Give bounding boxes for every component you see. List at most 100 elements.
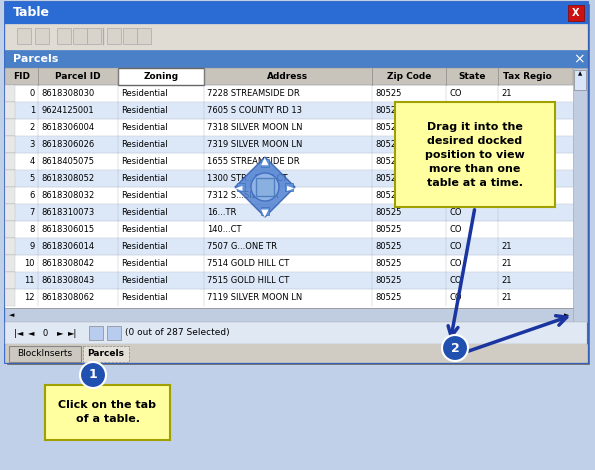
Text: 7605 S COUNTY RD 13: 7605 S COUNTY RD 13: [207, 106, 302, 115]
Bar: [5, 85, 573, 102]
Bar: [5, 136, 573, 153]
Text: 8618308032: 8618308032: [41, 191, 94, 200]
Bar: [5, 187, 573, 204]
Polygon shape: [235, 157, 295, 217]
Text: 7515 GOLD HILL CT: 7515 GOLD HILL CT: [207, 276, 289, 285]
Bar: [5, 255, 15, 272]
Text: 7312 S...SIDE DR: 7312 S...SIDE DR: [207, 191, 278, 200]
Text: ►|: ►|: [68, 329, 78, 337]
Text: Zip Code: Zip Code: [387, 72, 431, 81]
Text: 8618308043: 8618308043: [41, 276, 94, 285]
Bar: [107, 326, 121, 340]
Bar: [89, 326, 103, 340]
Bar: [137, 28, 151, 44]
Bar: [5, 153, 15, 170]
Text: Residential: Residential: [121, 259, 168, 268]
Text: 21: 21: [501, 89, 512, 98]
Text: 2: 2: [450, 342, 459, 354]
Text: 9624125001: 9624125001: [41, 106, 93, 115]
Text: 21: 21: [501, 276, 512, 285]
Bar: [87, 28, 101, 44]
Text: CO: CO: [449, 106, 462, 115]
Bar: [5, 289, 573, 306]
Bar: [5, 136, 15, 153]
Bar: [256, 178, 274, 196]
Text: Address: Address: [267, 72, 309, 81]
Text: 5: 5: [30, 174, 35, 183]
Text: CO: CO: [449, 157, 462, 166]
Text: 0: 0: [30, 89, 35, 98]
Bar: [5, 308, 573, 322]
Text: 80525: 80525: [375, 157, 402, 166]
Text: 80525: 80525: [375, 208, 402, 217]
Text: ×: ×: [573, 52, 585, 66]
Bar: [5, 102, 15, 119]
Text: Residential: Residential: [121, 276, 168, 285]
Text: CO: CO: [449, 174, 462, 183]
Text: 80525: 80525: [375, 140, 402, 149]
Text: 10: 10: [24, 259, 35, 268]
Text: ◄: ◄: [235, 182, 243, 192]
Bar: [73, 28, 87, 44]
Text: Parcels: Parcels: [87, 350, 124, 359]
Text: Zoning: Zoning: [143, 72, 178, 81]
Text: X: X: [572, 8, 580, 18]
Text: 21: 21: [501, 140, 512, 149]
Text: 3: 3: [30, 140, 35, 149]
Text: 1: 1: [89, 368, 98, 382]
Bar: [5, 170, 15, 187]
Text: 8618308052: 8618308052: [41, 174, 94, 183]
Bar: [261, 207, 269, 215]
Bar: [5, 204, 15, 221]
Text: Residential: Residential: [121, 191, 168, 200]
Text: 6: 6: [30, 191, 35, 200]
Text: 80525: 80525: [375, 293, 402, 302]
Text: Residential: Residential: [121, 106, 168, 115]
Bar: [5, 153, 573, 170]
Bar: [568, 5, 584, 21]
Text: ▼: ▼: [261, 208, 269, 218]
Bar: [57, 28, 71, 44]
Bar: [9, 346, 81, 362]
Circle shape: [442, 335, 468, 361]
Bar: [5, 50, 587, 68]
Text: (0 out of 287 Selected): (0 out of 287 Selected): [125, 329, 230, 337]
Text: 7119 SILVER MOON LN: 7119 SILVER MOON LN: [207, 293, 302, 302]
Text: 8618306004: 8618306004: [41, 123, 94, 132]
Text: ▲: ▲: [578, 71, 582, 77]
Text: 7319 SILVER MOON LN: 7319 SILVER MOON LN: [207, 140, 302, 149]
Text: ◄: ◄: [10, 312, 15, 318]
Bar: [5, 2, 587, 24]
Bar: [7, 4, 589, 364]
Bar: [5, 344, 587, 362]
Text: ►: ►: [57, 329, 63, 337]
Bar: [5, 170, 573, 187]
Text: ►: ►: [287, 182, 295, 192]
Text: Residential: Residential: [121, 157, 168, 166]
Text: 4: 4: [30, 157, 35, 166]
Text: 21: 21: [501, 123, 512, 132]
Bar: [573, 68, 587, 322]
Text: CO: CO: [449, 140, 462, 149]
Text: Parcels: Parcels: [13, 54, 58, 64]
Text: Residential: Residential: [121, 89, 168, 98]
Bar: [285, 183, 293, 191]
Text: 8: 8: [30, 225, 35, 234]
Bar: [5, 119, 15, 136]
Text: 80527: 80527: [375, 106, 402, 115]
Text: 21: 21: [501, 293, 512, 302]
Bar: [17, 28, 31, 44]
Text: ▲: ▲: [261, 156, 269, 166]
Text: CO: CO: [449, 242, 462, 251]
Text: BlockInserts: BlockInserts: [17, 350, 73, 359]
Bar: [5, 272, 573, 289]
Text: 80525: 80525: [375, 225, 402, 234]
Text: CO: CO: [449, 123, 462, 132]
Text: 8618308030: 8618308030: [41, 89, 94, 98]
Text: CO: CO: [449, 208, 462, 217]
Text: State: State: [458, 72, 486, 81]
Bar: [5, 68, 573, 85]
Text: 21: 21: [501, 242, 512, 251]
Bar: [574, 70, 586, 90]
Text: 7514 GOLD HILL CT: 7514 GOLD HILL CT: [207, 259, 289, 268]
